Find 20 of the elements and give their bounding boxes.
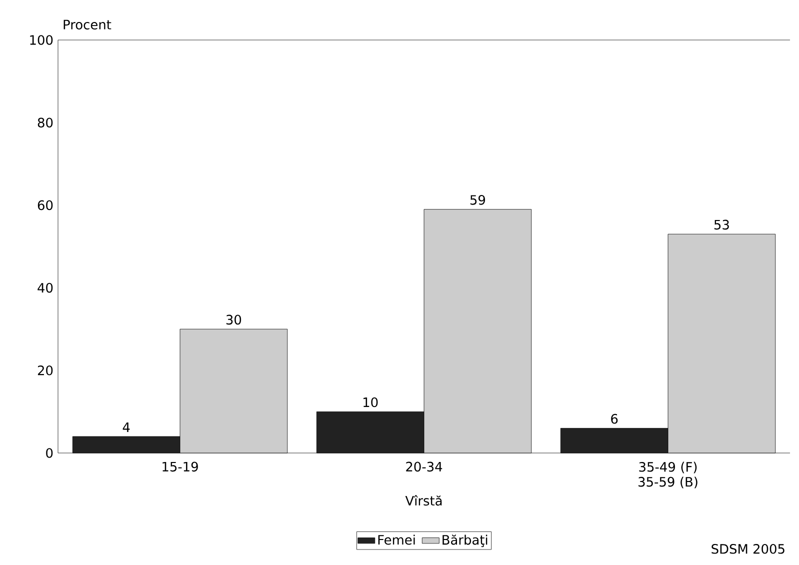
x-axis-title: Vîrstă	[405, 495, 442, 506]
y-axis-title: Procent	[64, 20, 112, 30]
data-label: 53	[714, 220, 729, 230]
data-label: 6	[611, 414, 618, 424]
data-label: 10	[364, 397, 378, 408]
data-label: 59	[470, 195, 486, 205]
legend-label: Femei	[378, 534, 415, 545]
legend-label: Bărbaţi	[442, 534, 488, 548]
text: SDSM 2005	[712, 544, 784, 554]
x-tick-label: 20-34	[406, 462, 442, 472]
y-tick-label: 0	[46, 448, 53, 458]
data-label: 4	[122, 422, 130, 432]
x-tick-label: 35-49 (F) 35-59 (B)	[638, 462, 698, 488]
y-tick-label: 100	[30, 35, 53, 45]
y-tick-label: 20	[38, 366, 53, 376]
y-tick-label: 40	[38, 282, 53, 293]
data-label: 30	[226, 314, 242, 325]
x-tick-label: 15-19	[162, 462, 198, 472]
y-tick-label: 60	[38, 200, 53, 210]
y-tick-label: 80	[38, 118, 53, 128]
